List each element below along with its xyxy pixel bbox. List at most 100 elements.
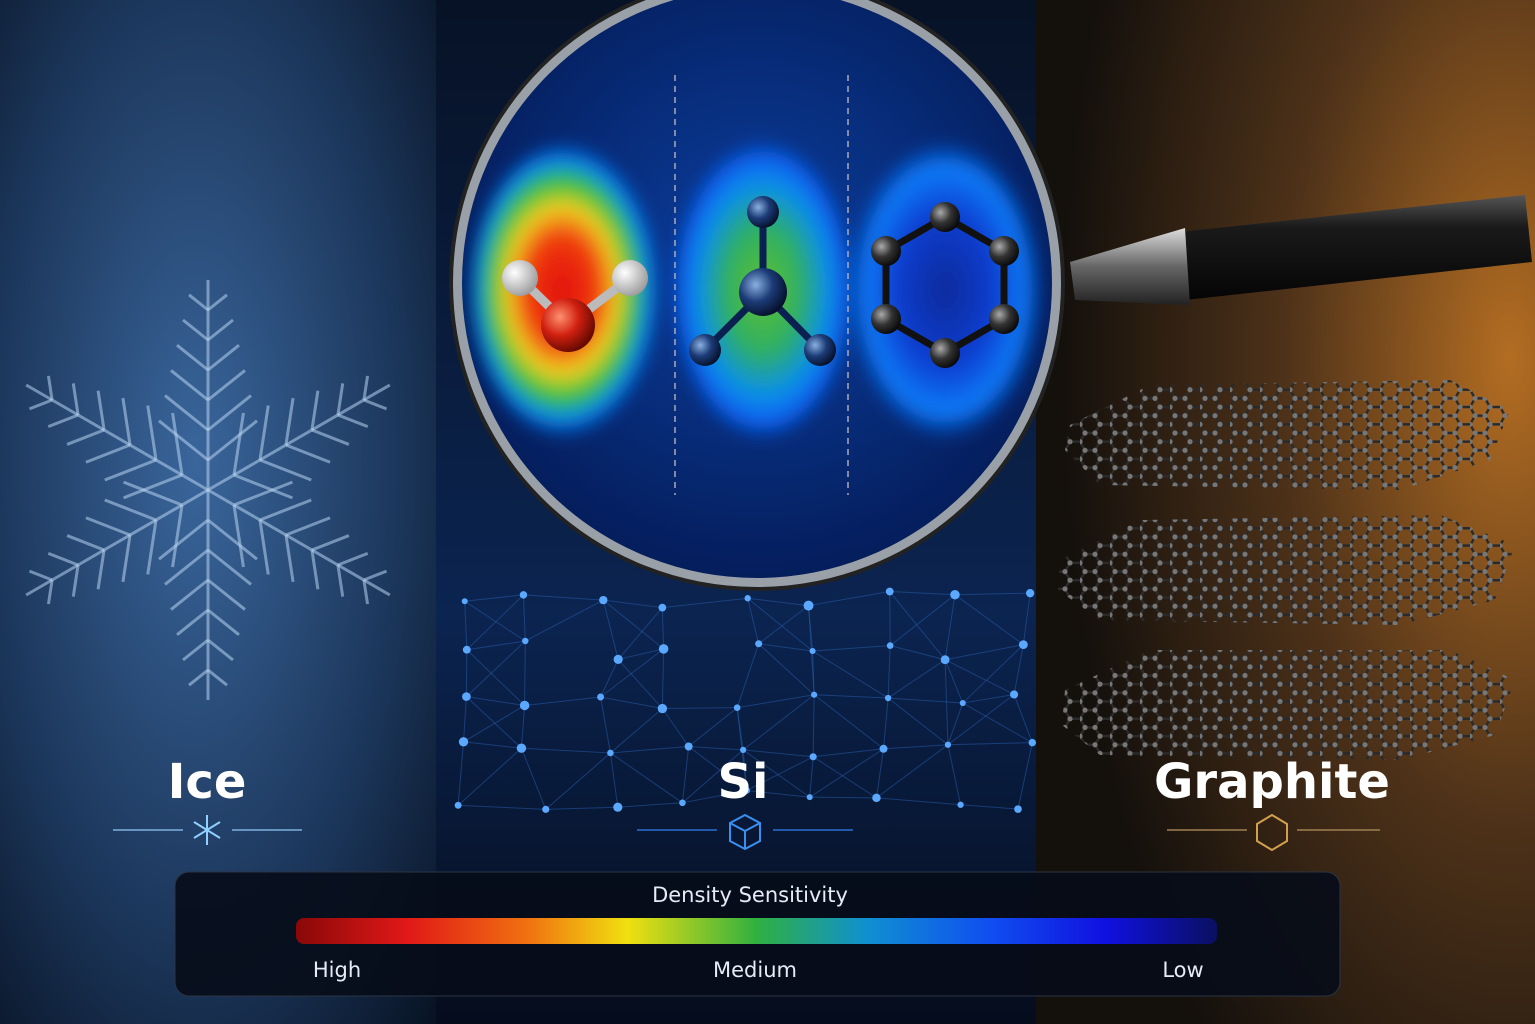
network-node: [872, 793, 881, 803]
network-bond: [661, 708, 690, 747]
network-node: [811, 691, 818, 698]
snow-line: [47, 551, 79, 567]
network-bond: [520, 748, 547, 810]
network-bond: [736, 643, 760, 708]
network-node: [1018, 640, 1028, 650]
network-bond: [457, 741, 465, 806]
network-node: [806, 794, 813, 801]
snow-line: [46, 579, 54, 605]
snow-line: [336, 564, 345, 597]
snow-line: [123, 480, 183, 507]
snow-line: [28, 398, 53, 411]
network-bond: [457, 747, 522, 806]
network-bond: [610, 746, 689, 754]
snow-line: [311, 428, 350, 446]
network-bond: [522, 594, 526, 642]
network-node: [613, 654, 623, 664]
snow-line: [310, 549, 320, 590]
network-node: [522, 637, 529, 645]
snow-line: [25, 488, 209, 597]
network-node: [886, 642, 894, 649]
snow-line: [207, 293, 228, 312]
network-bond: [682, 789, 747, 804]
panel-icons: [113, 813, 1380, 852]
network-node: [1025, 588, 1035, 598]
network-bond: [812, 650, 815, 695]
network-node: [461, 598, 468, 605]
network-bond: [1013, 694, 1033, 743]
snow-line: [176, 344, 209, 372]
network-bond: [600, 696, 611, 754]
network-bond: [947, 702, 964, 745]
snow-line: [363, 398, 388, 411]
snow-line: [310, 390, 320, 431]
snow-line: [207, 488, 391, 597]
network-bond: [947, 744, 962, 805]
network-bond: [688, 707, 738, 747]
network-node: [684, 742, 693, 751]
network-bond: [812, 645, 891, 652]
snow-line: [46, 375, 54, 401]
network-bond: [944, 594, 956, 660]
network-bond: [813, 694, 884, 750]
network-bond: [962, 702, 1033, 744]
network-node: [599, 595, 608, 605]
snow-line: [232, 504, 245, 568]
ice-panel: [0, 0, 436, 1024]
network-node: [744, 595, 751, 602]
network-node: [885, 587, 894, 596]
snow-line: [66, 534, 105, 552]
network-bond: [688, 745, 744, 751]
network-bond: [464, 594, 524, 602]
snow-line: [71, 383, 80, 416]
network-node: [1028, 738, 1037, 747]
snow-line: [207, 668, 228, 687]
network-bond: [525, 599, 604, 642]
snow-line: [28, 569, 53, 582]
snow-line: [207, 608, 240, 636]
network-bond: [887, 659, 946, 699]
network-bond: [458, 804, 546, 810]
network-node: [542, 805, 550, 813]
snow-line: [188, 668, 209, 687]
network-node: [940, 655, 950, 665]
network-node: [607, 749, 614, 757]
network-bond: [603, 599, 663, 609]
network-bond: [746, 789, 810, 798]
network-bond: [889, 591, 955, 596]
network-bond: [742, 749, 748, 791]
network-node: [959, 700, 966, 707]
snow-line: [146, 405, 158, 461]
snow-line: [158, 518, 209, 561]
network-node: [1010, 690, 1019, 699]
snow-line: [311, 534, 350, 552]
network-bond: [812, 756, 877, 799]
snow-line: [182, 318, 209, 342]
snow-line: [362, 579, 370, 605]
silicon-network: [454, 587, 1037, 813]
snow-line: [207, 518, 258, 561]
snow-line: [71, 564, 80, 597]
graphite-layers: [1058, 380, 1515, 760]
network-bond: [463, 705, 525, 743]
snow-line: [121, 534, 132, 583]
legend-label: High: [313, 958, 361, 982]
network-bond: [960, 804, 1019, 810]
network-bond: [889, 591, 946, 661]
network-bond: [876, 797, 961, 806]
snow-line: [25, 383, 209, 492]
network-bond: [524, 640, 526, 706]
network-node: [458, 737, 469, 747]
network-bond: [617, 607, 663, 660]
network-bond: [464, 600, 526, 642]
network-bond: [466, 696, 522, 749]
network-bond: [661, 648, 665, 709]
network-bond: [944, 659, 964, 704]
snow-line: [363, 569, 388, 582]
snow-line: [104, 498, 157, 522]
network-bond: [523, 594, 604, 601]
snow-line: [85, 443, 131, 464]
network-bond: [962, 644, 1024, 704]
network-bond: [688, 746, 747, 791]
